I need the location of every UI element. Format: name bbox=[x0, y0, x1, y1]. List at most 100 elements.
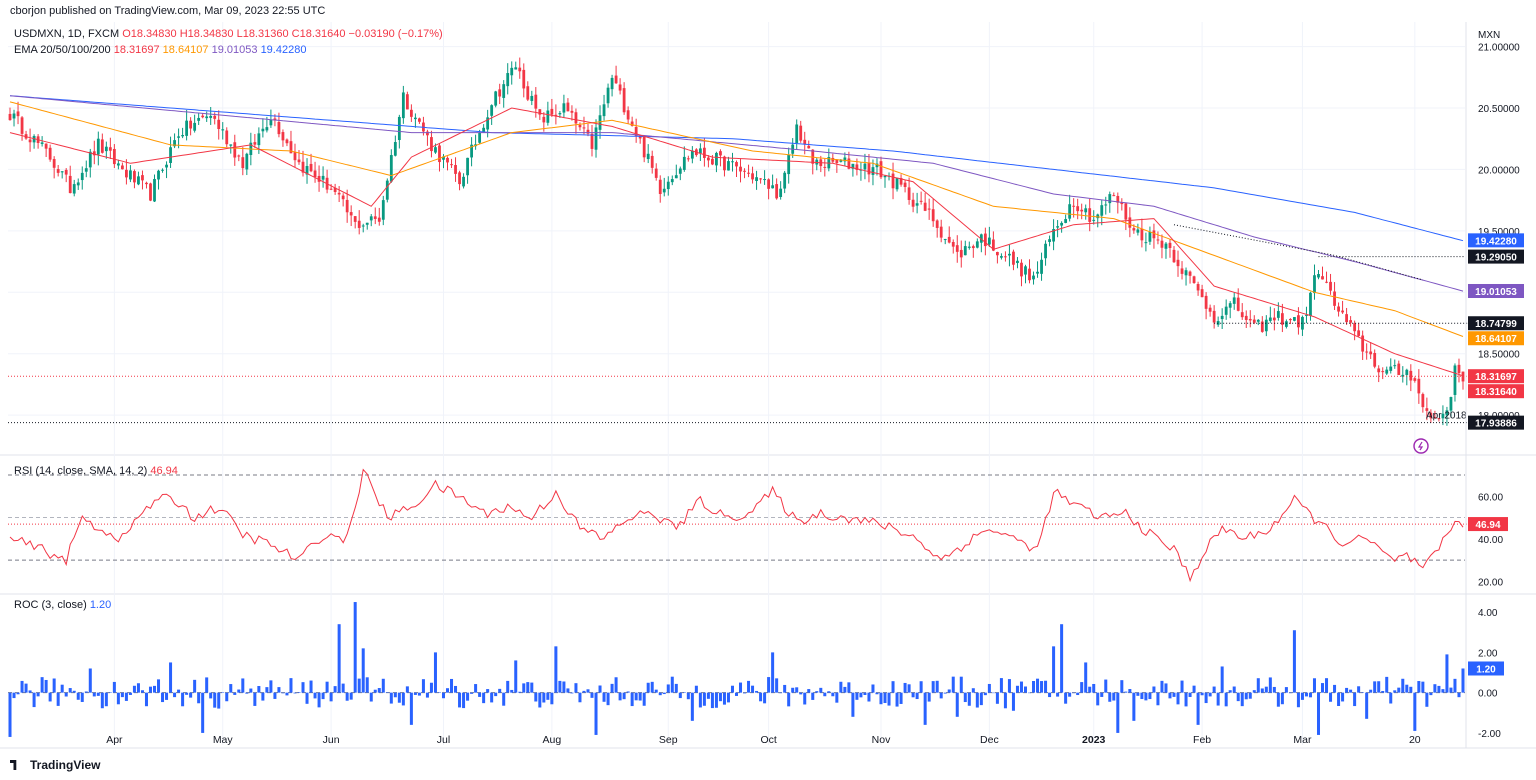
lightning-bolt-icon bbox=[1417, 441, 1424, 451]
candle-body bbox=[297, 159, 301, 163]
candle-body bbox=[686, 158, 690, 160]
roc-bar bbox=[353, 602, 357, 693]
ema200-line bbox=[9, 95, 1464, 242]
roc-bar bbox=[325, 681, 329, 693]
candle-body bbox=[546, 110, 550, 123]
candle-body bbox=[305, 166, 309, 175]
roc-bar bbox=[177, 689, 181, 693]
roc-bar bbox=[1180, 680, 1184, 693]
candle-body bbox=[1289, 319, 1292, 321]
roc-bar bbox=[546, 692, 550, 700]
candle-body bbox=[393, 142, 397, 156]
roc-bar bbox=[148, 686, 152, 693]
roc-bar bbox=[1413, 692, 1417, 731]
candle-body bbox=[217, 119, 221, 130]
roc-bar bbox=[84, 691, 88, 693]
candle-body bbox=[1040, 259, 1043, 274]
candle-body bbox=[975, 241, 979, 248]
rsi-value: 46.94 bbox=[150, 465, 178, 477]
candle-body bbox=[1212, 310, 1216, 323]
candle-body bbox=[755, 177, 758, 182]
candle-body bbox=[1321, 276, 1324, 280]
symbol-legend[interactable]: USDMXN, 1D, FXCM O18.34830 H18.34830 L18… bbox=[14, 28, 443, 40]
candle-body bbox=[1276, 311, 1280, 318]
candle-body bbox=[385, 180, 389, 200]
x-tick-label: 2023 bbox=[1082, 734, 1106, 746]
roc-bar bbox=[1160, 680, 1164, 693]
roc-bar bbox=[1337, 692, 1341, 706]
roc-bar bbox=[68, 688, 72, 693]
candle-body bbox=[1256, 319, 1260, 322]
candle-body bbox=[112, 148, 116, 165]
candle-body bbox=[44, 143, 48, 149]
roc-bar bbox=[919, 681, 923, 693]
roc-bar bbox=[690, 692, 694, 721]
candle-body bbox=[1060, 222, 1064, 226]
roc-bar bbox=[734, 692, 739, 696]
roc-bar bbox=[1040, 681, 1044, 693]
roc-bar bbox=[767, 677, 771, 693]
candle-body bbox=[1076, 206, 1080, 212]
price-tick-label: 18.50000 bbox=[1478, 350, 1520, 361]
price-label-text: 18.31640 bbox=[1475, 387, 1517, 398]
candle-body bbox=[1004, 256, 1007, 258]
roc-bar bbox=[92, 692, 96, 697]
roc-bar bbox=[116, 692, 120, 705]
roc-bar bbox=[1421, 681, 1425, 693]
candle-body bbox=[369, 216, 373, 221]
roc-bar bbox=[20, 680, 24, 693]
candle-body bbox=[1176, 259, 1180, 267]
candle-body bbox=[947, 236, 951, 243]
roc-bar bbox=[518, 691, 522, 693]
price-tick-label: 20.00000 bbox=[1478, 165, 1520, 176]
candle-body bbox=[1104, 204, 1108, 206]
candle-body bbox=[711, 158, 714, 165]
roc-bar bbox=[1461, 668, 1465, 693]
tradingview-logo[interactable]: TradingView bbox=[10, 758, 100, 772]
ema20-line bbox=[9, 107, 1464, 377]
roc-bar bbox=[1357, 686, 1361, 693]
candle-body bbox=[1441, 413, 1445, 419]
candle-body bbox=[1425, 408, 1429, 411]
candle-body bbox=[891, 173, 895, 189]
roc-bar bbox=[1064, 692, 1068, 704]
roc-bar bbox=[301, 682, 305, 693]
candle-body bbox=[125, 169, 128, 178]
roc-bar bbox=[309, 680, 313, 693]
roc-bar bbox=[566, 688, 570, 693]
candle-body bbox=[1112, 195, 1116, 197]
candle-body bbox=[321, 175, 325, 180]
roc-bar bbox=[1321, 683, 1325, 693]
price-label-text: 18.64107 bbox=[1475, 334, 1517, 345]
rsi-legend[interactable]: RSI (14, close, SMA, 14, 2) 46.94 bbox=[14, 465, 178, 477]
candle-body bbox=[8, 113, 12, 121]
roc-bar bbox=[462, 692, 466, 709]
roc-bar bbox=[1457, 692, 1461, 698]
candle-body bbox=[735, 162, 738, 167]
roc-bar bbox=[44, 679, 48, 693]
candle-body bbox=[1244, 315, 1248, 320]
candle-body bbox=[763, 179, 766, 181]
roc-bar bbox=[1441, 689, 1445, 693]
roc-bar bbox=[48, 692, 52, 702]
roc-bar bbox=[1168, 692, 1172, 699]
ema-legend[interactable]: EMA 20/50/100/200 18.31697 18.64107 19.0… bbox=[14, 44, 306, 56]
roc-bar bbox=[1148, 692, 1152, 700]
candle-body bbox=[875, 163, 879, 168]
roc-bar bbox=[1341, 692, 1345, 702]
roc-bar bbox=[951, 676, 955, 693]
change-value: −0.03190 (−0.17%) bbox=[348, 28, 443, 40]
trendline bbox=[1173, 224, 1424, 281]
candle-body bbox=[1196, 284, 1200, 291]
roc-bar bbox=[622, 692, 626, 700]
candle-body bbox=[1128, 217, 1132, 228]
roc-legend[interactable]: ROC (3, close) 1.20 bbox=[14, 599, 111, 611]
roc-bar bbox=[152, 685, 157, 693]
candle-body bbox=[851, 163, 855, 169]
candle-body bbox=[405, 94, 409, 110]
roc-bar bbox=[1096, 692, 1100, 706]
roc-bar bbox=[542, 692, 546, 703]
ema100-value: 19.01053 bbox=[211, 44, 258, 56]
roc-bar bbox=[345, 692, 349, 701]
roc-bar bbox=[80, 692, 84, 702]
